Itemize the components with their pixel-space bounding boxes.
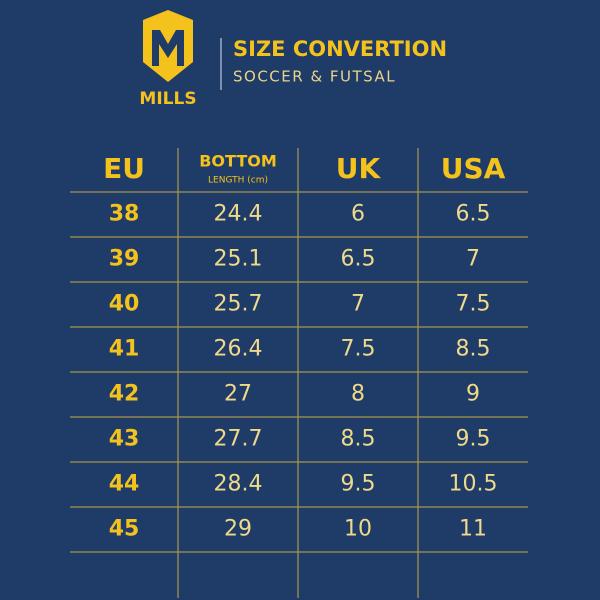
- title: SIZE CONVERTION: [233, 37, 447, 61]
- size-value: 29: [224, 517, 252, 542]
- eu-size: 40: [109, 292, 140, 317]
- table: EU BOTTOM LENGTH (cm) UK USA 38 24.4 6 6.5 39 25.1…: [70, 148, 528, 598]
- size-value: 10.5: [449, 472, 498, 497]
- size-value: 8: [351, 382, 365, 407]
- size-value: 6.5: [341, 247, 376, 272]
- size-value: 27.7: [214, 427, 263, 452]
- subtitle: SOCCER & FUTSAL: [233, 68, 396, 86]
- size-value: 9.5: [341, 472, 376, 497]
- size-value: 7.5: [341, 337, 376, 362]
- size-value: 7.5: [456, 292, 491, 317]
- size-value: 10: [344, 517, 372, 542]
- eu-size: 45: [109, 517, 140, 542]
- size-value: 7: [351, 292, 365, 317]
- eu-size: 38: [109, 202, 140, 227]
- logo: MILLS: [139, 10, 197, 109]
- column-header: USA: [441, 152, 506, 185]
- size-value: 7: [466, 247, 480, 272]
- size-value: 8.5: [341, 427, 376, 452]
- size-value: 27: [224, 382, 252, 407]
- size-value: 9.5: [456, 427, 491, 452]
- eu-size: 41: [109, 337, 140, 362]
- column-header: EU: [103, 152, 145, 185]
- logo-text: MILLS: [139, 89, 196, 109]
- column-header: UK: [336, 152, 382, 185]
- size-value: 8.5: [456, 337, 491, 362]
- size-value: 6.5: [456, 202, 491, 227]
- size-value: 26.4: [214, 337, 263, 362]
- size-value: 9: [466, 382, 480, 407]
- size-value: 25.1: [214, 247, 263, 272]
- size-value: 11: [459, 517, 487, 542]
- eu-size: 42: [109, 382, 140, 407]
- eu-size: 44: [109, 472, 140, 497]
- logo-m: [152, 30, 184, 66]
- size-value: 25.7: [214, 292, 263, 317]
- size-value: 24.4: [214, 202, 263, 227]
- eu-size: 43: [109, 427, 140, 452]
- column-note: LENGTH (cm): [208, 176, 268, 186]
- size-value: 6: [351, 202, 365, 227]
- eu-size: 39: [109, 247, 140, 272]
- size-value: 28.4: [214, 472, 263, 497]
- column-header: BOTTOM: [199, 152, 277, 171]
